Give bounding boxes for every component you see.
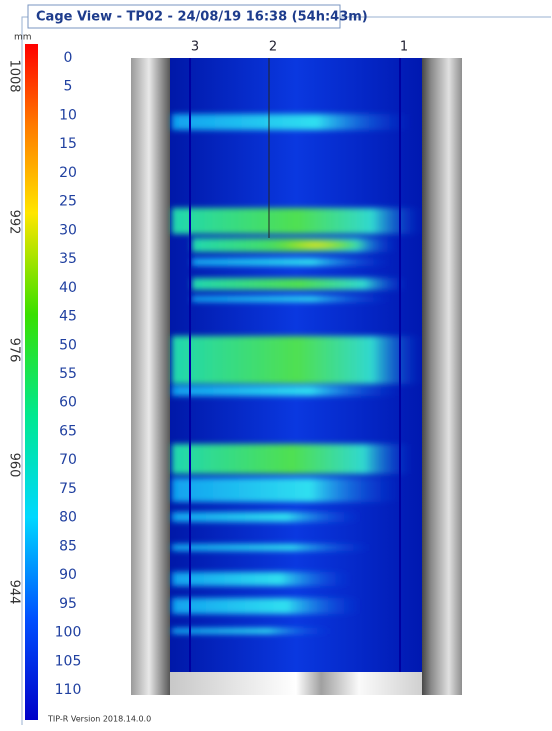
version-footer: TIP-R Version 2018.14.0.0 [47, 715, 151, 724]
depth-label: 95 [59, 596, 77, 612]
depth-label: 10 [59, 107, 77, 123]
depth-label: 30 [59, 222, 77, 238]
depth-label: 15 [59, 136, 77, 152]
colorbar-label: 960 [7, 453, 22, 478]
depth-label: 110 [55, 682, 82, 698]
depth-label: 45 [59, 309, 77, 325]
column-label: 1 [400, 40, 408, 55]
depth-label: 35 [59, 251, 77, 267]
page: Cage View - TP02 - 24/08/19 16:38 (54h:4… [0, 0, 552, 731]
cage-wall-left [131, 58, 176, 695]
cage-bottom [170, 672, 422, 695]
colorbar [25, 44, 38, 720]
depth-label: 65 [59, 423, 77, 439]
column-label: 3 [191, 40, 199, 55]
depth-label: 100 [55, 625, 82, 641]
depth-label: 70 [59, 452, 77, 468]
depth-label: 90 [59, 567, 77, 583]
window-title: Cage View - TP02 - 24/08/19 16:38 (54h:4… [36, 10, 368, 25]
colorbar-label: 1008 [7, 59, 22, 92]
colorbar-label: 976 [7, 338, 22, 363]
cage-view-window: Cage View - TP02 - 24/08/19 16:38 (54h:4… [0, 0, 552, 727]
depth-label: 40 [59, 280, 77, 296]
depth-label: 20 [59, 165, 77, 181]
colorbar-unit: mm [14, 33, 32, 43]
depth-label: 85 [59, 538, 77, 554]
depth-label: 105 [55, 653, 82, 669]
depth-label: 0 [64, 50, 73, 66]
colorbar-label: 944 [7, 580, 22, 605]
depth-label: 25 [59, 194, 77, 210]
colorbar-label: 992 [7, 210, 22, 235]
column-label: 2 [269, 40, 277, 55]
depth-label: 60 [59, 395, 77, 411]
depth-label: 80 [59, 510, 77, 526]
depth-label: 50 [59, 337, 77, 353]
cage-wall-right [418, 58, 462, 695]
depth-label: 75 [59, 481, 77, 497]
depth-label: 5 [64, 79, 73, 95]
depth-label: 55 [59, 366, 77, 382]
